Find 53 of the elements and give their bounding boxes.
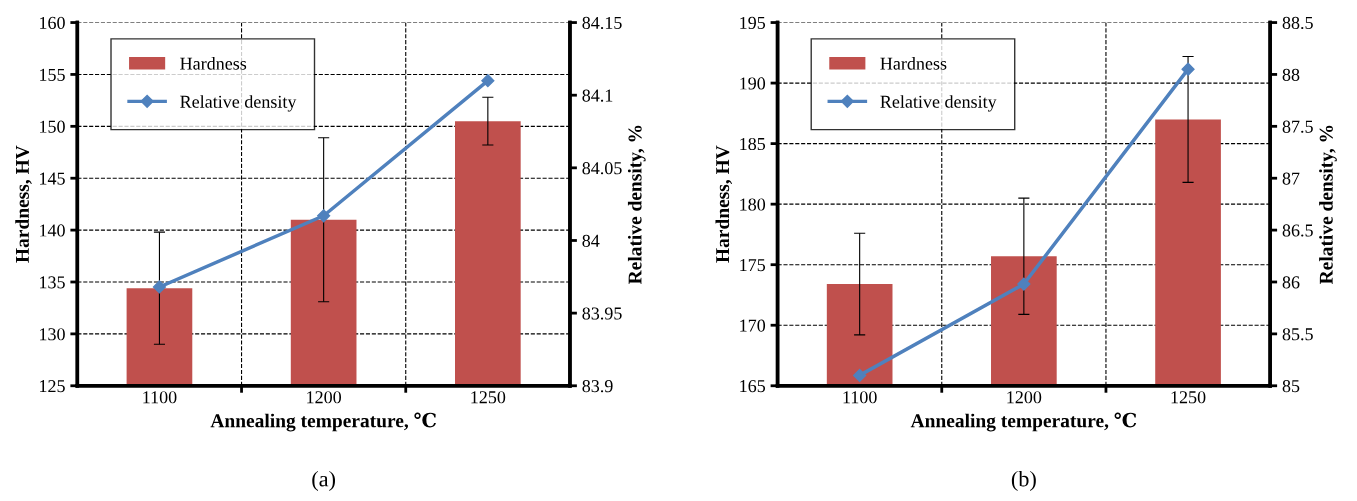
y-tick-label: 160 [40, 16, 65, 29]
x-tick-label: 1100 [143, 391, 177, 404]
x-tick-label: 1250 [471, 391, 506, 404]
y2-tick-label: 88 [1282, 68, 1300, 81]
y-tick-label: 155 [40, 68, 65, 81]
y-tick-label: 185 [740, 137, 766, 151]
x-axis-title: Annealing temperature, ℃ [910, 412, 1137, 432]
legend-label: Hardness [880, 57, 947, 70]
point [152, 280, 167, 294]
y-tick-label: 180 [740, 198, 766, 211]
y-tick-label: 140 [40, 224, 65, 237]
legend-label: Hardness [180, 57, 247, 70]
x-tick-label: 1200 [307, 391, 342, 404]
y-tick-label: 175 [740, 259, 766, 272]
point [853, 368, 867, 382]
y-tick-label: 150 [40, 120, 65, 133]
text: (b) [1011, 470, 1036, 492]
point [317, 209, 331, 223]
y2-tick-label: 84.05 [582, 162, 622, 175]
y2-axis-title: Relative density, % [1319, 125, 1337, 285]
legend-label: Relative density [180, 95, 297, 112]
y2-tick-label: 86.5 [1282, 224, 1313, 237]
y-tick-label: 190 [740, 77, 766, 90]
y-tick-label: 195 [740, 16, 766, 29]
y-tick-label: 125 [40, 380, 65, 393]
y-axis-title: Hardness, HV [715, 145, 732, 263]
x-tick-label: 1200 [1007, 391, 1042, 404]
y2-tick-label: 84.15 [582, 16, 622, 30]
y2-tick-label: 87.5 [1282, 120, 1313, 133]
y-tick-label: 130 [40, 328, 65, 341]
y-axis-title: Hardness, HV [15, 145, 32, 263]
y2-tick-label: 85 [1282, 380, 1300, 393]
x-axis-title: Annealing temperature, ℃ [210, 412, 436, 432]
y2-tick-label: 84 [582, 234, 600, 247]
point [481, 74, 495, 88]
y-tick-label: 165 [740, 380, 766, 393]
y-tick-label: 170 [740, 319, 766, 332]
y-tick-label: 145 [40, 172, 65, 185]
text: (a) [312, 470, 335, 492]
y2-tick-label: 86 [1282, 276, 1300, 289]
point [1181, 62, 1195, 76]
y2-axis-title: Relative density, % [627, 125, 646, 285]
point [1017, 277, 1031, 291]
y2-tick-label: 87 [1282, 172, 1300, 185]
legend-label: Relative density [880, 95, 997, 112]
y-tick-label: 135 [40, 276, 65, 289]
y2-tick-label: 88.5 [1282, 16, 1313, 30]
y2-tick-label: 85.5 [1282, 328, 1313, 341]
y2-tick-label: 83.9 [582, 380, 613, 393]
y2-tick-label: 83.95 [582, 307, 622, 320]
x-tick-label: 1250 [1171, 391, 1206, 404]
y2-tick-label: 84.1 [582, 89, 613, 102]
x-tick-label: 1100 [843, 391, 877, 404]
